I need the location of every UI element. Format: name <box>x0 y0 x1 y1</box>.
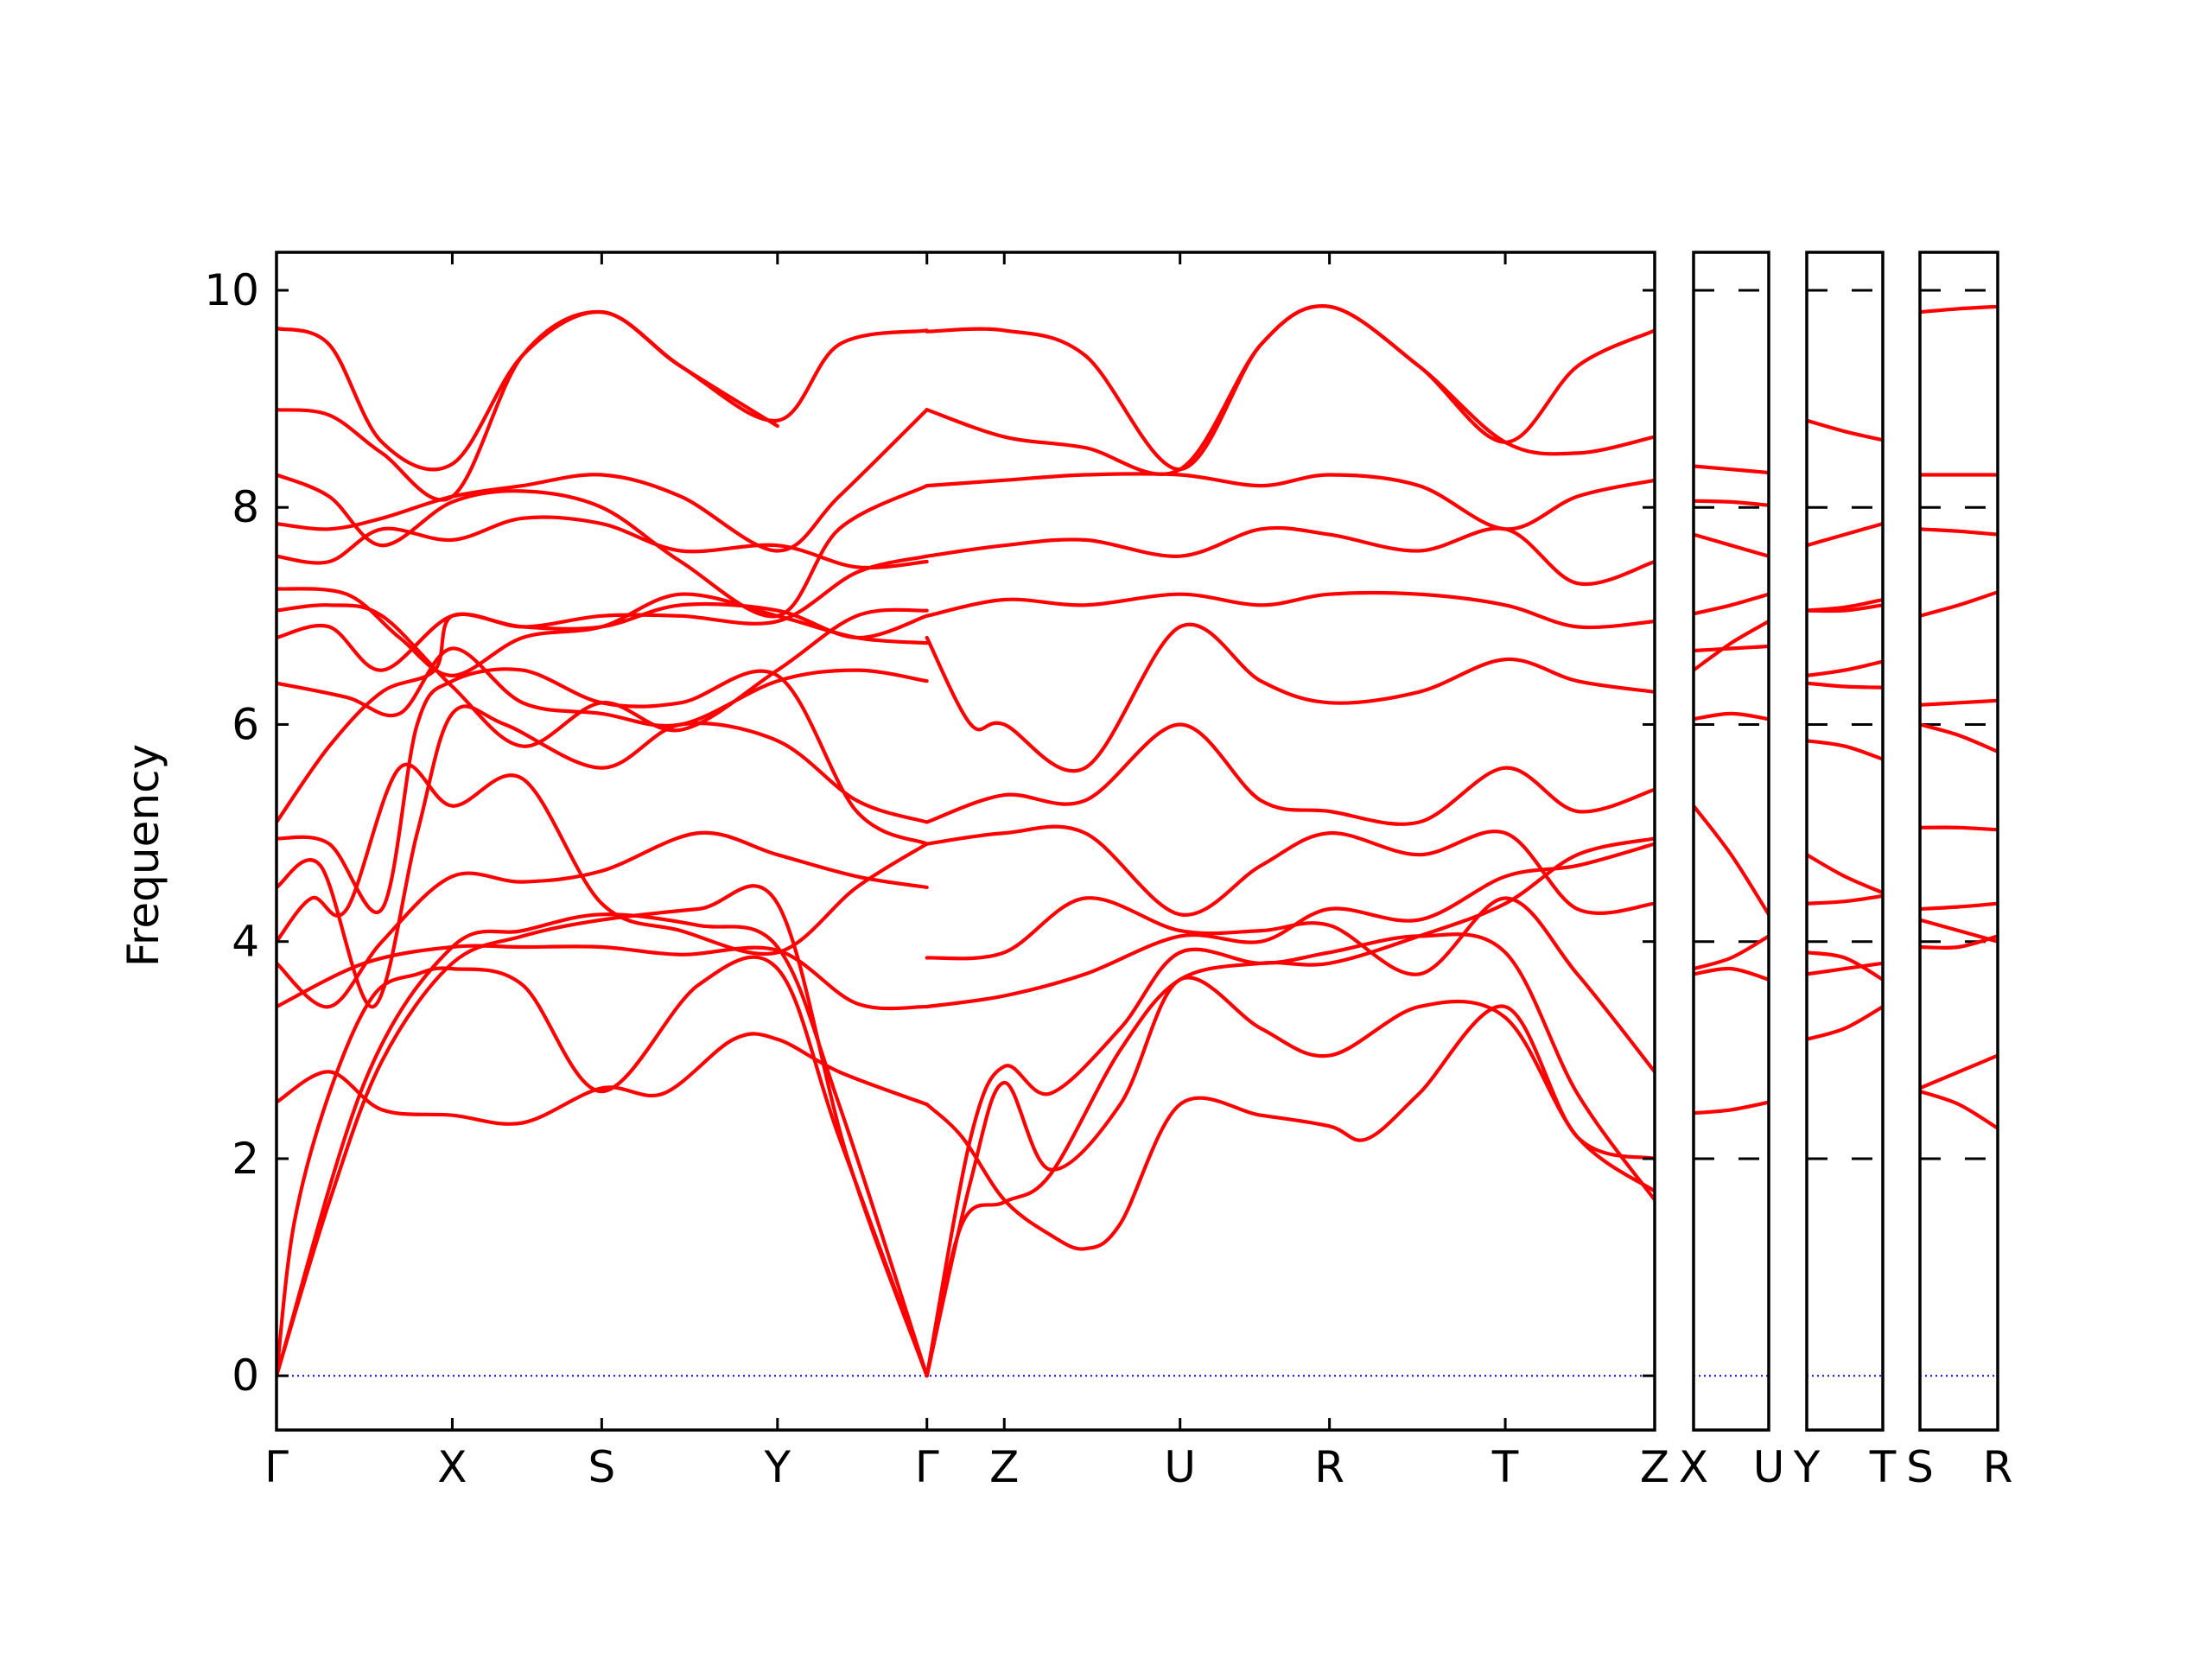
phonon-band-8 <box>1694 592 1769 616</box>
phonon-band-7 <box>276 762 929 957</box>
phonon-band-12 <box>1920 304 1998 315</box>
x-tick-label: U <box>1753 1442 1785 1492</box>
phonon-band-12 <box>1807 418 1883 442</box>
phonon-band-3 <box>276 912 929 1378</box>
phonon-band-11 <box>1807 522 1883 548</box>
phonon-band-17 <box>276 473 929 619</box>
phonon-band-20 <box>925 836 1655 1378</box>
phonon-band-5 <box>1920 901 1998 912</box>
band-series <box>1920 304 1998 1130</box>
phonon-band-1 <box>1694 1100 1769 1116</box>
phonon-band-9 <box>1694 532 1769 558</box>
phonon-band-4 <box>276 1032 929 1126</box>
phonon-band-10 <box>1920 527 1998 537</box>
phonon-band-4 <box>1694 804 1769 917</box>
phonon-band-2 <box>1694 966 1769 982</box>
phonon-band-22 <box>925 976 1655 1378</box>
phonon-band-27 <box>925 722 1655 826</box>
phonon-band-21 <box>925 932 1655 1378</box>
phonon-band-2 <box>1920 1053 1998 1090</box>
y-axis-label: Frequency <box>118 744 168 967</box>
x-tick-label: T <box>1869 1442 1897 1492</box>
phonon-band-12 <box>276 554 929 672</box>
phonon-band-7 <box>1920 722 1998 753</box>
phonon-band-9 <box>276 667 929 914</box>
x-tick-label: Z <box>1640 1442 1669 1492</box>
y-tick-label: 2 <box>232 1134 259 1184</box>
phonon-band-10 <box>1807 597 1883 613</box>
phonon-band-4 <box>1920 918 1998 944</box>
x-tick-label: R <box>1983 1442 2013 1492</box>
phonon-band-8 <box>276 704 929 1009</box>
phonon-band-6 <box>1694 620 1769 672</box>
phonon-band-7 <box>1694 644 1769 653</box>
panel-frame <box>1692 251 1770 1432</box>
x-tick-label: Y <box>764 1442 791 1492</box>
phonon-band-14 <box>276 587 929 677</box>
phonon-band-19 <box>276 309 779 472</box>
phonon-band-11 <box>1694 464 1769 475</box>
phonon-band-5 <box>1694 711 1769 721</box>
x-tick-label: R <box>1314 1442 1344 1492</box>
y-tick-label: 0 <box>232 1351 259 1401</box>
phonon-band-26 <box>925 824 1655 917</box>
y-axis: 0 2 4 6 8 10 <box>204 265 1655 1401</box>
phonon-band-16 <box>276 408 929 553</box>
phonon-band-2 <box>1807 961 1883 976</box>
phonon-band-29 <box>925 591 1655 630</box>
panel-frame <box>275 251 1656 1432</box>
phonon-band-1 <box>1920 1090 1998 1130</box>
band-series <box>1694 464 1769 1116</box>
phonon-band-33 <box>925 304 1655 472</box>
x-tick-label: T <box>1491 1442 1519 1492</box>
phonon-band-28 <box>925 622 1655 773</box>
y-tick-label: 4 <box>232 917 259 967</box>
y-tick-label: 8 <box>232 482 259 532</box>
phonon-band-7 <box>1807 681 1883 690</box>
phonon-band-4 <box>1807 893 1883 906</box>
phonon-band-8 <box>1807 659 1883 677</box>
phonon-band-11 <box>276 646 929 728</box>
x-tick-label: X <box>437 1442 467 1492</box>
band-series <box>276 304 1655 1378</box>
x-tick-label: Γ <box>264 1442 289 1492</box>
phonon-band-2 <box>276 884 929 1378</box>
phonon-band-5 <box>1807 853 1883 895</box>
phonon-band-5 <box>276 944 929 1011</box>
phonon-band-3 <box>1807 950 1883 982</box>
x-tick-label: S <box>588 1442 615 1492</box>
panel-frame <box>1805 251 1885 1432</box>
phonon-band-10 <box>1694 499 1769 507</box>
band-series <box>1807 418 1883 1041</box>
x-tick-label: Γ <box>915 1442 939 1492</box>
phonon-band-9 <box>1920 590 1998 618</box>
phonon-band-1 <box>276 955 929 1378</box>
x-tick-label: X <box>1679 1442 1708 1492</box>
x-tick-label: U <box>1164 1442 1196 1492</box>
phonon-band-25 <box>925 896 1655 1074</box>
phonon-band-32 <box>925 304 1655 476</box>
phonon-band-6 <box>1807 739 1883 761</box>
y-tick-label: 10 <box>204 265 259 315</box>
phonon-band-3 <box>1694 934 1769 971</box>
y-tick-label: 6 <box>232 699 259 749</box>
phonon-band-23 <box>925 1004 1655 1251</box>
phonon-band-6 <box>1920 825 1998 832</box>
x-tick-label: Z <box>989 1442 1019 1492</box>
phonon-band-8 <box>1920 698 1998 707</box>
x-tick-label: S <box>1906 1442 1934 1492</box>
phonon-band-30 <box>925 525 1655 587</box>
panel-frame <box>1918 251 1999 1432</box>
phonon-band-31 <box>925 472 1655 531</box>
phonon-band-1 <box>1807 1005 1883 1041</box>
x-tick-label: Y <box>1793 1442 1821 1492</box>
phonon-band-18 <box>276 309 929 502</box>
